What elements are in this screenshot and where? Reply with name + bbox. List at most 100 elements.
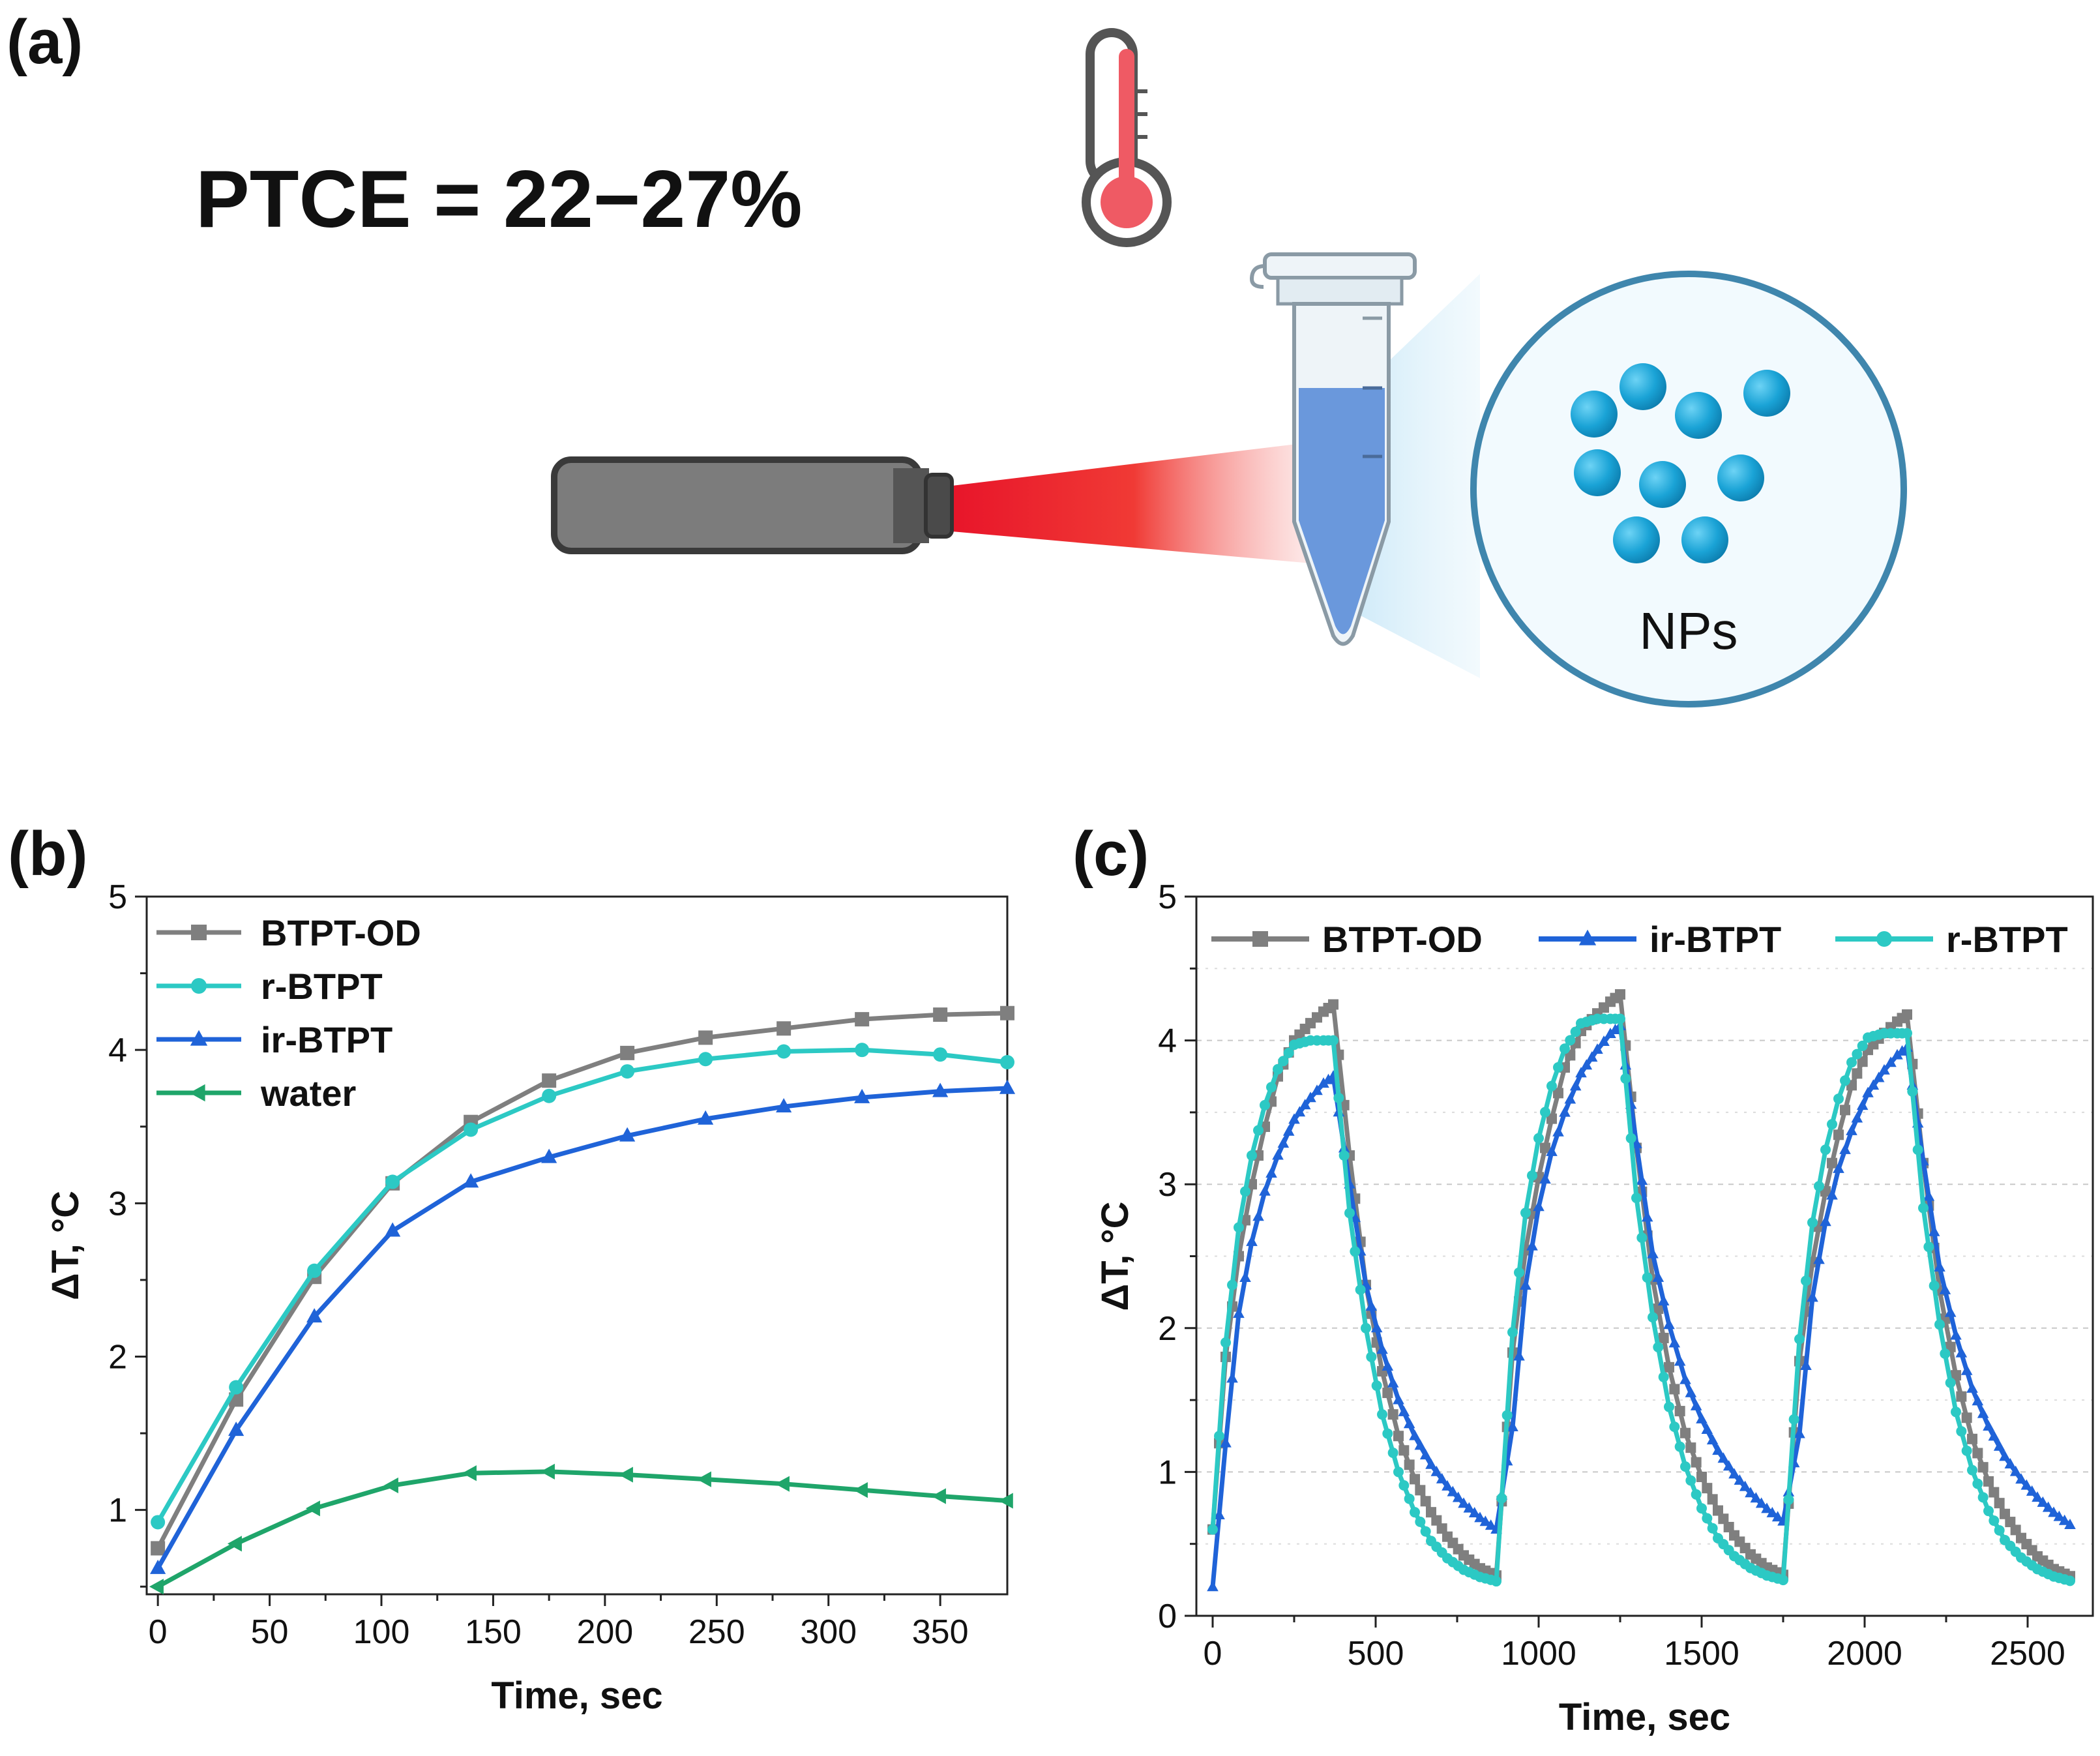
data-point — [1657, 1295, 1670, 1306]
legend-marker — [1876, 931, 1892, 947]
data-point — [1540, 1142, 1550, 1153]
data-point — [1928, 1225, 1940, 1236]
data-point — [1474, 1511, 1486, 1523]
data-point — [932, 1082, 949, 1097]
data-point — [1771, 1511, 1784, 1522]
data-point — [1501, 1410, 1513, 1421]
data-point — [1366, 1351, 1377, 1362]
data-point — [1923, 1242, 1934, 1253]
series-line-r-BTPT — [156, 1047, 1008, 1524]
data-point — [1852, 1049, 1863, 1060]
data-point — [1272, 1149, 1284, 1160]
data-point — [2053, 1510, 2065, 1521]
data-point — [1983, 1476, 1994, 1487]
data-point — [1951, 1370, 1961, 1381]
data-point — [1546, 1113, 1557, 1124]
data-point — [541, 1148, 557, 1163]
data-point — [463, 1173, 479, 1188]
data-point — [1333, 1092, 1344, 1103]
data-point — [2004, 1458, 2017, 1469]
laser-pointer-icon — [551, 456, 954, 554]
data-point — [149, 1579, 164, 1595]
data-point — [1371, 1380, 1382, 1391]
data-point — [1642, 1272, 1653, 1283]
data-point — [1259, 1185, 1271, 1196]
data-point — [1526, 1240, 1538, 1251]
data-point — [1989, 1515, 2000, 1526]
data-point — [383, 1477, 398, 1494]
series-line-water — [156, 1469, 1008, 1589]
data-point — [1539, 1173, 1551, 1184]
data-point — [1410, 1507, 1420, 1518]
data-point — [1570, 1026, 1581, 1037]
data-point — [1685, 1475, 1696, 1486]
data-point — [1452, 1491, 1464, 1502]
legend-label: ir-BTPT — [261, 1019, 392, 1060]
data-point — [1983, 1506, 1994, 1517]
data-point — [1305, 1092, 1316, 1103]
data-point — [776, 1021, 791, 1036]
data-point — [933, 1047, 948, 1062]
data-point — [1404, 1459, 1415, 1470]
panel-a-label: (a) — [7, 7, 83, 77]
data-point — [1552, 1125, 1564, 1137]
data-point — [1934, 1319, 1945, 1330]
legend-label: r-BTPT — [1946, 919, 2068, 960]
data-point — [1648, 1312, 1658, 1323]
data-point — [1696, 1471, 1707, 1482]
data-point — [1944, 1306, 1957, 1317]
data-point — [1989, 1487, 2000, 1498]
data-point — [1620, 1073, 1631, 1084]
data-point — [1658, 1371, 1669, 1382]
data-point — [1934, 1260, 1945, 1272]
legend-marker — [191, 978, 207, 994]
plot-frame — [145, 895, 1009, 1596]
data-point — [1707, 1494, 1718, 1505]
data-point — [1723, 1521, 1734, 1532]
data-point — [1533, 1133, 1544, 1144]
data-point — [1447, 1485, 1459, 1496]
data-point — [1820, 1144, 1831, 1155]
data-point — [1227, 1279, 1237, 1290]
data-point — [1967, 1465, 1977, 1476]
x-tick-label: 100 — [353, 1613, 410, 1651]
data-point — [1972, 1395, 1984, 1406]
data-point — [1560, 1043, 1570, 1054]
data-point — [1691, 1457, 1702, 1468]
data-point — [1713, 1505, 1723, 1516]
data-point — [1253, 1125, 1264, 1136]
data-point — [1398, 1445, 1410, 1456]
data-point — [1414, 1439, 1427, 1450]
legend-marker — [189, 1084, 205, 1102]
data-point — [1918, 1202, 1929, 1213]
data-point — [1513, 1350, 1525, 1361]
data-point — [1912, 1144, 1923, 1155]
data-point — [2000, 1508, 2010, 1519]
data-point — [1728, 1468, 1740, 1479]
data-point — [1458, 1497, 1470, 1508]
data-point — [1814, 1181, 1824, 1192]
y-tick-label: 1 — [1158, 1453, 1177, 1491]
data-point — [2032, 1491, 2043, 1502]
data-point — [1820, 1215, 1831, 1227]
x-axis-label: Time, sec — [491, 1674, 662, 1717]
data-point — [1000, 1054, 1014, 1069]
data-point — [1846, 1124, 1857, 1135]
data-point — [1857, 1040, 1868, 1051]
data-point — [1382, 1428, 1393, 1439]
chart-b: 0 50 100 150 200 250 300 350 1 2 3 4 5 Time, sec ΔT, °… — [44, 878, 1016, 1717]
data-point — [1707, 1523, 1718, 1534]
legend-marker — [1578, 929, 1597, 945]
data-point — [1669, 1384, 1680, 1395]
data-point — [1393, 1393, 1404, 1405]
data-point — [1679, 1373, 1691, 1384]
data-point — [1591, 1043, 1603, 1054]
data-point — [855, 1012, 870, 1027]
data-point — [2010, 1525, 2021, 1536]
data-point — [2037, 1496, 2049, 1507]
data-point — [1565, 1035, 1576, 1046]
data-point — [1240, 1186, 1250, 1197]
data-point — [1702, 1483, 1713, 1494]
data-point — [2005, 1517, 2016, 1528]
data-point — [1553, 1062, 1563, 1073]
